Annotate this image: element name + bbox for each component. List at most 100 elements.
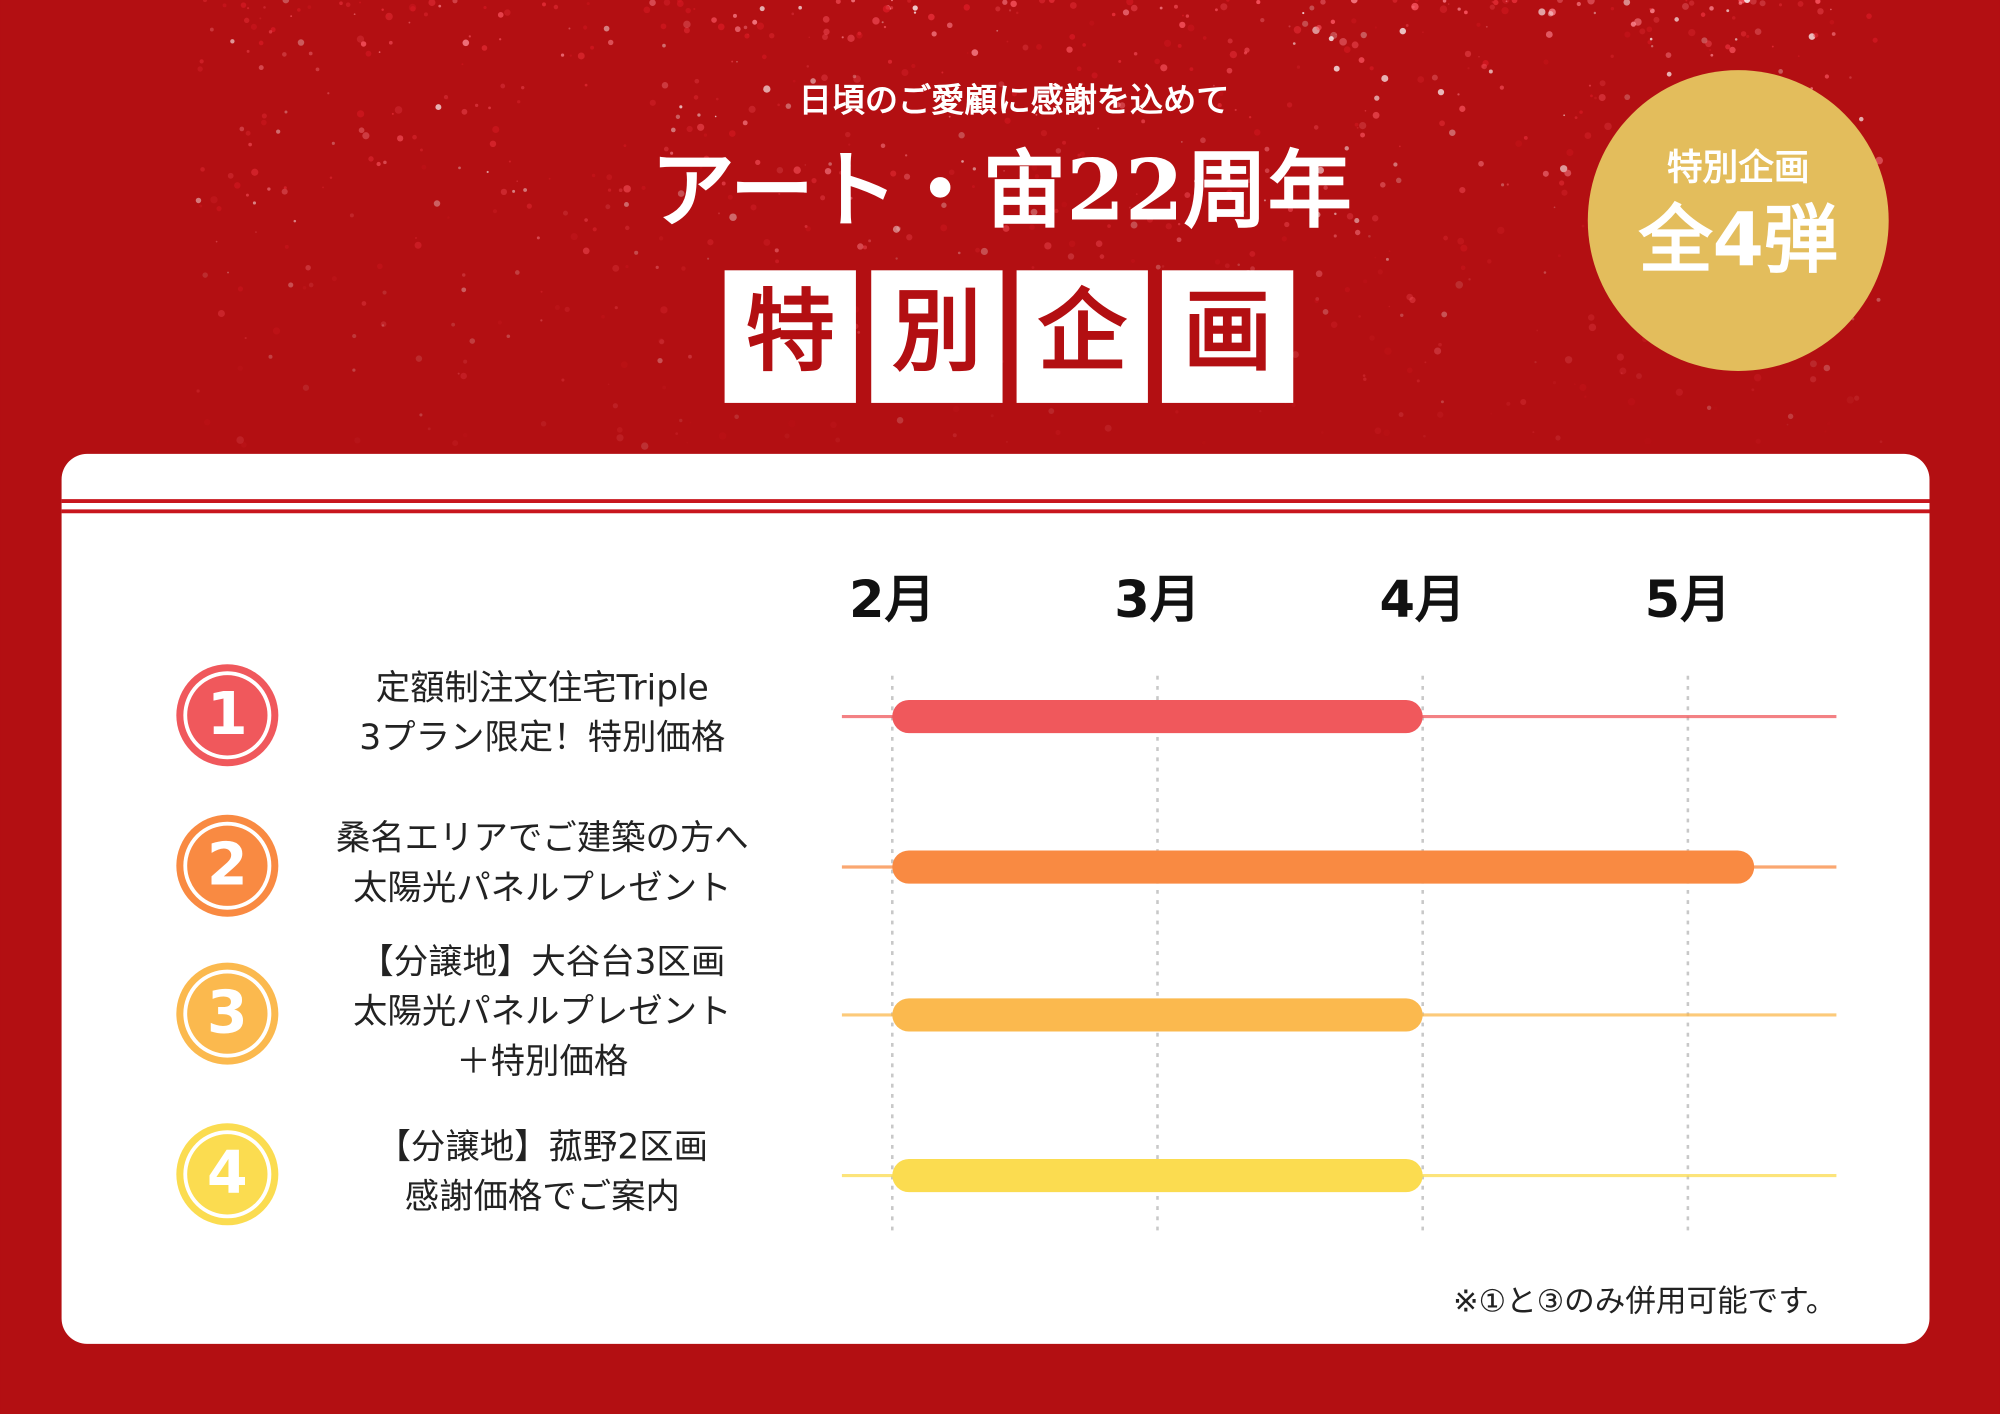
sparkle: [1217, 103, 1222, 108]
sparkle: [209, 27, 214, 32]
sparkle: [245, 130, 251, 136]
sparkle: [715, 97, 719, 101]
sparkle: [1457, 93, 1460, 96]
sparkle: [568, 27, 571, 30]
period-bar: [892, 998, 1423, 1032]
sparkle: [1416, 379, 1420, 383]
sparkle: [614, 306, 618, 310]
sparkle: [297, 39, 305, 46]
sparkle: [911, 63, 916, 69]
sparkle: [1556, 0, 1564, 4]
banner-box: [724, 270, 856, 403]
sparkle: [305, 264, 311, 271]
sparkle: [820, 195, 826, 201]
sparkle: [660, 23, 667, 30]
sparkle: [1501, 183, 1505, 187]
sparkle: [1374, 256, 1377, 259]
sparkle: [236, 436, 244, 444]
sparkle: [397, 135, 404, 142]
sparkle: [1035, 113, 1038, 116]
sparkle: [940, 224, 948, 232]
sparkle: [227, 172, 234, 179]
sparkle: [717, 212, 721, 215]
sparkle: [1665, 52, 1672, 58]
sparkle: [1587, 314, 1595, 321]
badge-line2: 全4弾: [1638, 197, 1838, 283]
sparkle: [447, 216, 450, 219]
sparkle: [1250, 266, 1255, 272]
sparkle: [1501, 0, 1510, 4]
sparkle: [1573, 383, 1576, 386]
sparkle: [869, 98, 874, 103]
sparkle: [1457, 237, 1465, 245]
sparkle: [536, 236, 540, 240]
sparkle: [1823, 364, 1831, 372]
sparkle: [1302, 11, 1305, 15]
sparkle: [891, 0, 893, 2]
sparkle: [523, 188, 528, 192]
sparkle: [500, 188, 508, 196]
sparkle: [345, 2, 351, 8]
sparkle: [414, 236, 418, 240]
sparkle: [202, 0, 208, 3]
sparkle: [952, 405, 960, 413]
sparkle: [247, 7, 250, 10]
sparkle: [1616, 353, 1624, 361]
sparkle: [1350, 0, 1358, 4]
sparkle: [822, 34, 828, 41]
sparkle: [901, 68, 909, 77]
sparkle: [643, 6, 651, 14]
sparkle: [1130, 4, 1138, 12]
sparkle: [216, 206, 222, 212]
sparkle: [1343, 46, 1351, 54]
sparkle: [1490, 412, 1493, 415]
sparkle: [508, 160, 511, 163]
sparkle: [410, 6, 416, 12]
sparkle: [857, 243, 864, 250]
sparkle: [1555, 435, 1561, 441]
sparkle: [234, 182, 241, 189]
sparkle: [514, 270, 520, 275]
sparkle: [1649, 8, 1652, 11]
sparkle: [1130, 258, 1136, 264]
sparkle: [1455, 280, 1464, 289]
sparkle: [1388, 250, 1391, 253]
sparkle: [1374, 427, 1382, 435]
sparkle: [1624, 94, 1631, 101]
sparkle: [1031, 164, 1038, 171]
sparkle: [844, 162, 851, 169]
sparkle: [284, 110, 288, 114]
sparkle: [971, 49, 979, 56]
sparkle: [853, 75, 861, 83]
sparkle: [1335, 33, 1337, 36]
sparkle: [468, 35, 471, 38]
sparkle: [717, 23, 725, 31]
sparkle: [1055, 148, 1062, 154]
sparkle: [564, 306, 570, 312]
sparkle: [521, 85, 525, 90]
sparkle: [498, 38, 502, 41]
sparkle: [693, 95, 699, 100]
sparkle: [952, 433, 957, 438]
sparkle: [1563, 114, 1566, 117]
month-label: 2月: [849, 571, 936, 630]
sparkle: [896, 417, 904, 424]
sparkle: [1797, 55, 1800, 58]
sparkle: [1159, 6, 1163, 10]
sparkle: [1449, 129, 1456, 136]
sparkle: [240, 2, 247, 8]
sparkle: [331, 276, 337, 282]
sparkle: [1243, 51, 1248, 55]
plan-text: 【分譲地】菰野2区画: [376, 1127, 708, 1167]
sparkle: [1434, 347, 1442, 355]
sparkle: [1682, 2, 1689, 10]
sparkle: [734, 414, 739, 420]
sparkle: [1067, 253, 1075, 260]
sparkle: [222, 3, 227, 8]
sparkle: [199, 204, 203, 208]
period-bar: [892, 699, 1423, 734]
sparkle: [1369, 335, 1375, 341]
sparkle: [1506, 183, 1509, 186]
sparkle: [763, 238, 771, 246]
sparkle: [659, 339, 665, 345]
